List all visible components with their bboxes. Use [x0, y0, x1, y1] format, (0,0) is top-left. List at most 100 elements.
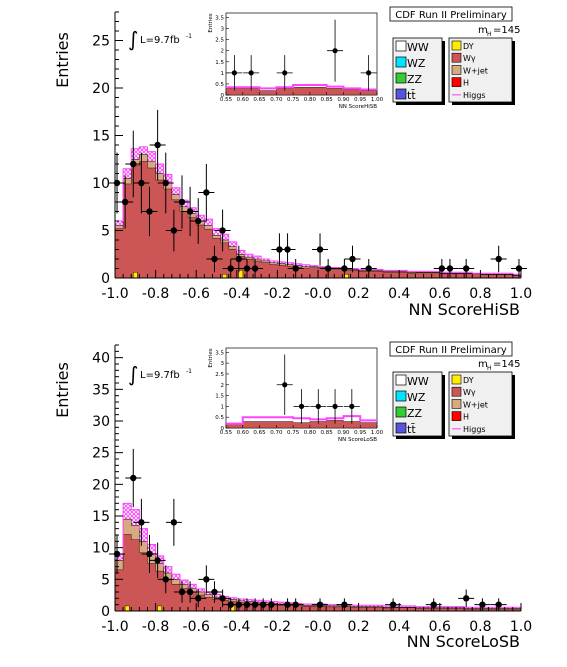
x-tick-label: 0.2 [347, 286, 369, 302]
integral-symbol: ∫ [128, 27, 138, 51]
x-tick-label: -0.8 [142, 619, 169, 635]
legend-swatch [395, 422, 407, 434]
y-tick-label: 25 [92, 446, 110, 462]
inset-y-tick-label: 0.5 [215, 82, 224, 88]
mass-subscript: H [487, 365, 492, 372]
lumi-label: L=9.7fb [140, 370, 180, 381]
inset-data-point [231, 70, 237, 76]
data-point [462, 595, 470, 602]
y-tick-label: 15 [92, 129, 110, 145]
x-tick-label: 0.8 [469, 619, 491, 635]
y-tick-label: 15 [92, 509, 110, 525]
data-point [203, 576, 210, 583]
x-tick-label: 0.6 [429, 286, 451, 302]
inset-x-tick-label: 1.00 [371, 97, 384, 103]
x-tick-label: 0.2 [347, 619, 369, 635]
inset-x-tick-label: 0.70 [270, 97, 283, 103]
mass-value: =145 [493, 25, 520, 36]
data-point [462, 265, 470, 272]
dy-bin [124, 605, 130, 612]
inset-y-tick-label: 3 [221, 361, 225, 367]
legend-label: WZ [407, 391, 426, 404]
y-tick-label: 0 [101, 271, 110, 287]
inset-data-point [366, 70, 372, 76]
inset-x-tick-label: 0.95 [354, 97, 367, 103]
title-box [389, 6, 513, 22]
inset-area [225, 12, 378, 96]
legend-swatch [395, 56, 407, 68]
data-point [211, 255, 218, 263]
inset-data-point [332, 403, 338, 409]
data-point [138, 519, 145, 526]
inset-x-tick-label: 0.70 [270, 430, 283, 436]
inset-x-tick-label: 0.65 [253, 430, 266, 436]
data-point [268, 601, 275, 608]
y-tick-label: 25 [92, 34, 110, 50]
data-point [495, 601, 502, 608]
x-tick-label: -0.0 [304, 286, 331, 302]
data-point [211, 588, 218, 596]
inset-x-tick-label: 0.75 [287, 97, 300, 103]
x-tick-label: -0.0 [304, 619, 331, 635]
data-point [178, 198, 186, 206]
data-point [243, 601, 251, 608]
inset-data-point [282, 382, 288, 388]
inset-x-tick-label: 0.75 [287, 430, 300, 436]
inset-y-tick-label: 1 [221, 404, 225, 410]
inset-x-tick-label: 0.55 [220, 97, 233, 103]
data-point [178, 588, 186, 596]
legend-swatch [395, 88, 407, 100]
inset-data-point [332, 48, 338, 54]
data-point [121, 198, 129, 206]
data-point [170, 227, 178, 234]
data-point [292, 601, 299, 608]
data-point [227, 601, 234, 608]
signal-line [115, 502, 521, 608]
y-tick-label: 30 [92, 414, 110, 430]
data-point [495, 255, 502, 263]
inset-x-tick-label: 0.85 [321, 430, 334, 436]
mass-label: m [478, 359, 488, 370]
data-point [138, 179, 145, 187]
x-tick-label: -0.4 [223, 619, 250, 635]
legend-swatch [451, 77, 462, 87]
data-point [146, 208, 153, 215]
data-point [219, 595, 226, 602]
signal-line [115, 146, 521, 275]
panel-top: -1.0 -0.8 -0.6 -0.4 -0.2 -0.0 0.2 0.4 0.6 0.8 1.00… [53, 6, 532, 319]
data-point [130, 474, 137, 482]
inset-x-tick-label: 0.90 [337, 97, 350, 103]
data-point [284, 246, 291, 253]
legend-swatch [395, 406, 407, 418]
data-point [170, 519, 178, 526]
y-tick-label: 5 [101, 224, 110, 240]
dy-bin [157, 605, 162, 612]
title-box [389, 341, 513, 357]
x-axis-title: NN ScoreLoSB [407, 632, 520, 651]
data-point [203, 189, 210, 196]
legend-swatch [395, 72, 407, 84]
data-point [251, 265, 259, 272]
inset-y-tick-label: 2.5 [215, 372, 224, 378]
x-tick-label: -0.2 [264, 619, 291, 635]
inset-y-axis-title: Entries [208, 13, 214, 32]
y-tick-label: 5 [101, 572, 110, 588]
mass-value: =145 [493, 359, 520, 370]
inset-y-tick-label: 0 [221, 93, 225, 99]
legend-swatch [451, 374, 462, 385]
data-point [243, 265, 251, 272]
legend-swatch [451, 65, 462, 75]
y-axis-title: Entries [53, 362, 72, 418]
inset-x-tick-label: 0.65 [253, 97, 266, 103]
data-point [251, 601, 259, 608]
dy-bin [133, 272, 138, 279]
inset-x-axis-title: NN ScoreHiSB [339, 104, 378, 110]
data-point [349, 255, 356, 263]
x-tick-label: -0.6 [183, 286, 210, 302]
inset-data-point [282, 70, 288, 76]
lumi-label: L=9.7fb [140, 35, 180, 46]
data-point [430, 601, 437, 608]
x-tick-label: 1.0 [510, 619, 532, 635]
y-axis-title: Entries [53, 32, 72, 88]
